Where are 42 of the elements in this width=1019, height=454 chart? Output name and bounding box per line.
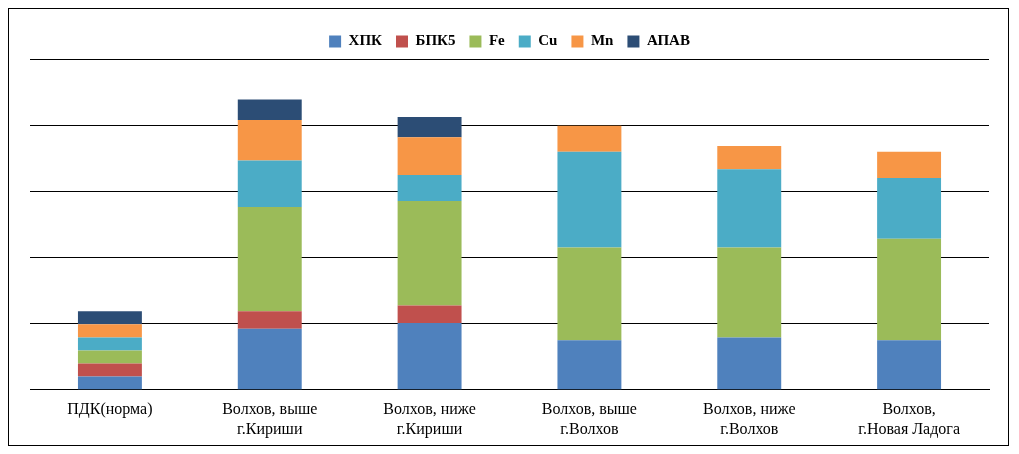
bar bbox=[397, 137, 462, 175]
x-tick-label: Волхов, ниже г.Кириши bbox=[383, 400, 476, 438]
x-tick-label: Волхов, г.Новая Ладога bbox=[858, 400, 961, 438]
bar bbox=[237, 311, 302, 329]
bar bbox=[877, 340, 942, 390]
bar bbox=[397, 175, 462, 202]
bar bbox=[77, 324, 142, 338]
bar bbox=[397, 305, 462, 323]
bar bbox=[77, 337, 142, 351]
bar bbox=[77, 350, 142, 364]
bar bbox=[877, 177, 942, 239]
bar bbox=[237, 328, 302, 390]
legend-label: Cu bbox=[538, 32, 558, 49]
bar bbox=[717, 337, 782, 390]
bar bbox=[557, 340, 622, 390]
x-tick-label: Волхов, выше г.Кириши bbox=[222, 400, 318, 438]
bar bbox=[717, 247, 782, 338]
bar bbox=[237, 160, 302, 207]
legend-label: ХПК bbox=[348, 32, 383, 49]
bar bbox=[237, 206, 302, 312]
bar bbox=[77, 363, 142, 377]
bar bbox=[557, 151, 622, 248]
bar bbox=[557, 125, 622, 152]
x-tick-label: Волхов, выше г.Волхов bbox=[541, 400, 637, 437]
legend-label: БПК5 bbox=[415, 32, 456, 49]
bar bbox=[397, 201, 462, 306]
bar bbox=[557, 247, 622, 341]
bar bbox=[397, 322, 462, 390]
bar bbox=[877, 238, 942, 341]
bar bbox=[77, 376, 142, 390]
bar bbox=[717, 146, 782, 170]
x-tick-label: Волхов, ниже г.Волхов bbox=[703, 400, 796, 437]
bar bbox=[717, 169, 782, 248]
legend-label: Mn bbox=[590, 32, 615, 49]
bar bbox=[877, 151, 942, 178]
bar bbox=[237, 119, 302, 161]
bar bbox=[237, 99, 302, 120]
bar bbox=[77, 311, 142, 325]
x-tick-label: ПДК(норма) bbox=[67, 400, 153, 419]
bar bbox=[397, 117, 462, 138]
legend-label: АПАВ bbox=[646, 32, 690, 49]
legend-label: Fe bbox=[488, 32, 506, 49]
